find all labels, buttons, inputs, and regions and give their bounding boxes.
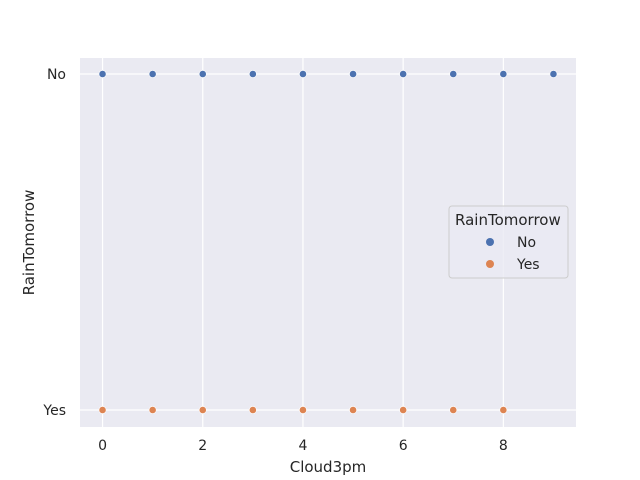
grid-lines [80, 58, 576, 427]
x-tick-label: 8 [499, 438, 508, 454]
data-point [499, 70, 508, 78]
legend-marker [486, 238, 494, 246]
data-point [449, 406, 458, 414]
legend-items: No Yes [486, 235, 540, 273]
y-tick-label: Yes [42, 403, 66, 419]
data-point [549, 70, 558, 78]
x-axis-label: Cloud3pm [290, 458, 367, 476]
x-tick-label: 0 [98, 438, 107, 454]
data-point [399, 70, 408, 78]
data-point [299, 70, 307, 78]
tick-labels: 0 2 4 6 8 No Yes [42, 67, 507, 454]
data-point [248, 70, 257, 78]
legend-label: Yes [516, 257, 540, 273]
data-point [449, 70, 458, 78]
data-point [198, 406, 207, 414]
data-point [98, 406, 107, 414]
legend-marker [486, 260, 494, 268]
data-point [198, 70, 207, 78]
y-tick-label: No [47, 67, 66, 83]
data-point [349, 70, 357, 78]
data-point [399, 406, 408, 414]
data-point [148, 70, 157, 78]
legend: RainTomorrow No Yes [448, 205, 569, 279]
legend-box [448, 205, 569, 279]
data-point [349, 406, 357, 414]
data-point [499, 406, 508, 414]
legend-title: RainTomorrow [455, 211, 561, 229]
y-axis-label: RainTomorrow [20, 190, 38, 296]
x-tick-label: 6 [399, 438, 408, 454]
legend-label: No [517, 235, 536, 251]
data-points [98, 70, 558, 414]
x-tick-label: 2 [198, 438, 207, 454]
x-tick-label: 4 [298, 438, 307, 454]
data-point [148, 406, 157, 414]
data-point [248, 406, 257, 414]
data-point [299, 406, 307, 414]
data-point [98, 70, 107, 78]
